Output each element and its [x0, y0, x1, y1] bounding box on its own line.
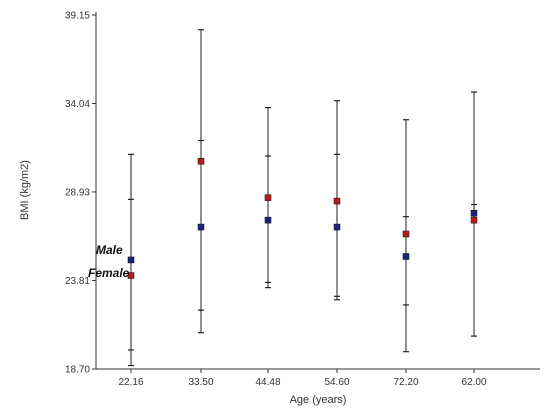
y-tick-label: 23.81 [65, 276, 90, 287]
series-label-male: Male [96, 243, 123, 257]
error-bars [128, 29, 477, 367]
y-tick-label: 18.70 [65, 365, 90, 376]
data-point-female [402, 230, 410, 238]
plot-area [95, 12, 540, 370]
x-tick-label: 72.20 [393, 377, 418, 388]
data-point-female [470, 216, 478, 224]
y-tick-label: 34.04 [65, 99, 90, 110]
y-ticks: 18.70 23.81 28.93 34.04 39.15 [65, 11, 96, 376]
data-point-female [333, 197, 341, 205]
x-tick-label: 44.48 [255, 377, 280, 388]
data-points [127, 158, 478, 279]
x-axis-title: Age (years) [290, 394, 347, 406]
y-tick-label: 39.15 [65, 11, 90, 22]
data-point-female [127, 272, 135, 279]
x-tick-label: 22.16 [118, 377, 143, 388]
data-point-male [402, 253, 410, 260]
x-ticks: 22.16 33.50 44.48 54.60 72.20 62.00 [118, 369, 487, 388]
data-point-male [333, 223, 341, 231]
x-tick-label: 33.50 [188, 377, 213, 388]
data-point-male [127, 256, 135, 264]
data-point-male [264, 216, 272, 224]
series-label-female: Female [88, 266, 130, 280]
x-tick-label: 54.60 [324, 377, 349, 388]
data-point-female [264, 194, 272, 201]
data-point-female [197, 158, 205, 165]
x-tick-label: 62.00 [461, 377, 486, 388]
y-axis-title: BMI (kg/m2) [19, 160, 31, 220]
data-point-male [470, 209, 478, 217]
y-tick-label: 28.93 [65, 187, 90, 198]
data-point-male [197, 223, 205, 231]
